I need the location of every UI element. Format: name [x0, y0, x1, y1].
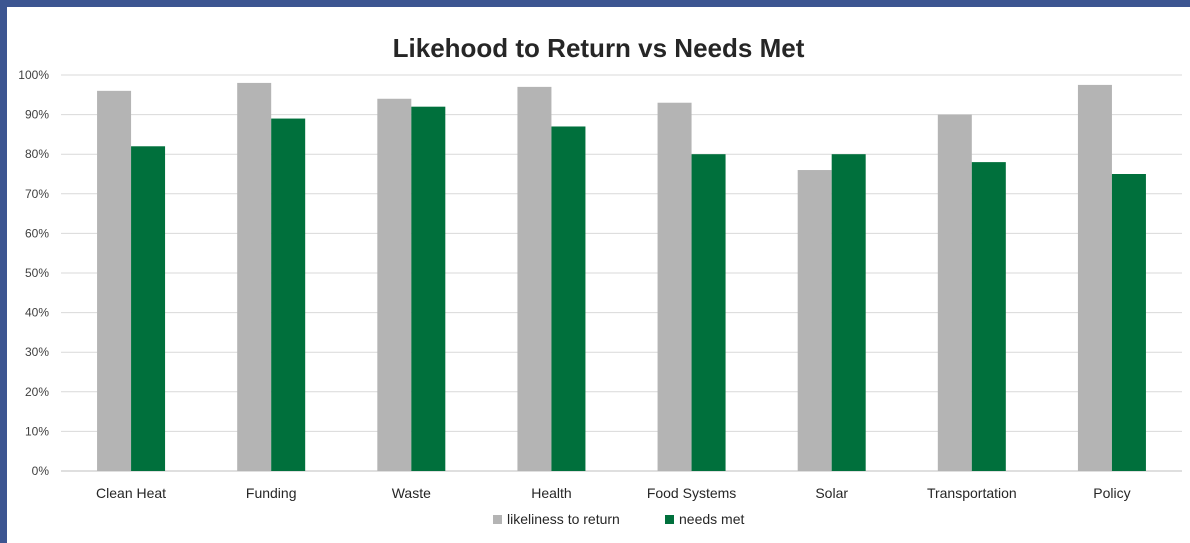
y-tick-label: 0%: [32, 464, 50, 478]
chart-title: Likehood to Return vs Needs Met: [392, 33, 805, 63]
chart-area: Likehood to Return vs Needs Met 0% 10% 20%…: [7, 7, 1190, 543]
bar-likeliness-to-return-solar: [797, 170, 832, 472]
bar-likeliness-to-return-health: [517, 86, 552, 471]
x-category-label: Waste: [392, 485, 431, 501]
legend-label: needs met: [679, 511, 744, 527]
x-category-label: Transportation: [927, 485, 1017, 501]
y-tick-label: 80%: [25, 147, 49, 161]
bar-likeliness-to-return-transportation: [937, 114, 972, 471]
bar-needs-met-food-systems: [691, 154, 726, 471]
y-tick-label: 20%: [25, 385, 49, 399]
legend-swatch: [665, 515, 674, 524]
legend-swatch: [493, 515, 502, 524]
bar-needs-met-transportation: [971, 162, 1006, 471]
bar-needs-met-clean-heat: [131, 146, 166, 471]
x-axis: Clean Heat Funding Waste Health Food Systems…: [96, 485, 1131, 501]
bar-likeliness-to-return-clean-heat: [97, 90, 132, 471]
bar-needs-met-waste: [411, 106, 446, 472]
bar-needs-met-solar: [831, 154, 866, 471]
x-category-label: Funding: [246, 485, 297, 501]
x-category-label: Clean Heat: [96, 485, 166, 501]
bar-needs-met-policy: [1111, 174, 1146, 471]
bar-likeliness-to-return-funding: [237, 82, 272, 472]
y-tick-label: 40%: [25, 306, 49, 320]
y-tick-label: 10%: [25, 424, 49, 438]
y-tick-label: 100%: [18, 68, 49, 82]
x-category-label: Policy: [1093, 485, 1130, 501]
legend: likeliness to return needs met: [493, 511, 744, 527]
x-category-label: Food Systems: [647, 485, 736, 501]
y-axis: 0% 10% 20% 30% 40% 50% 60% 70% 80% 90% 100%: [18, 68, 49, 478]
bar-chart: 0% 10% 20% 30% 40% 50% 60% 70% 80% 90% 100% Clean …: [18, 68, 1182, 527]
y-tick-label: 70%: [25, 187, 49, 201]
legend-label: likeliness to return: [507, 511, 620, 527]
y-tick-label: 30%: [25, 345, 49, 359]
bar-needs-met-funding: [271, 118, 306, 471]
y-tick-label: 60%: [25, 226, 49, 240]
gridlines: [61, 74, 1182, 472]
bar-likeliness-to-return-waste: [377, 98, 412, 471]
y-tick-label: 90%: [25, 108, 49, 122]
bars: [97, 82, 1146, 472]
bar-likeliness-to-return-policy: [1077, 84, 1112, 472]
x-category-label: Solar: [815, 485, 848, 501]
bar-likeliness-to-return-food-systems: [657, 102, 692, 471]
x-category-label: Health: [531, 485, 571, 501]
y-tick-label: 50%: [25, 266, 49, 280]
bar-needs-met-health: [551, 126, 586, 471]
